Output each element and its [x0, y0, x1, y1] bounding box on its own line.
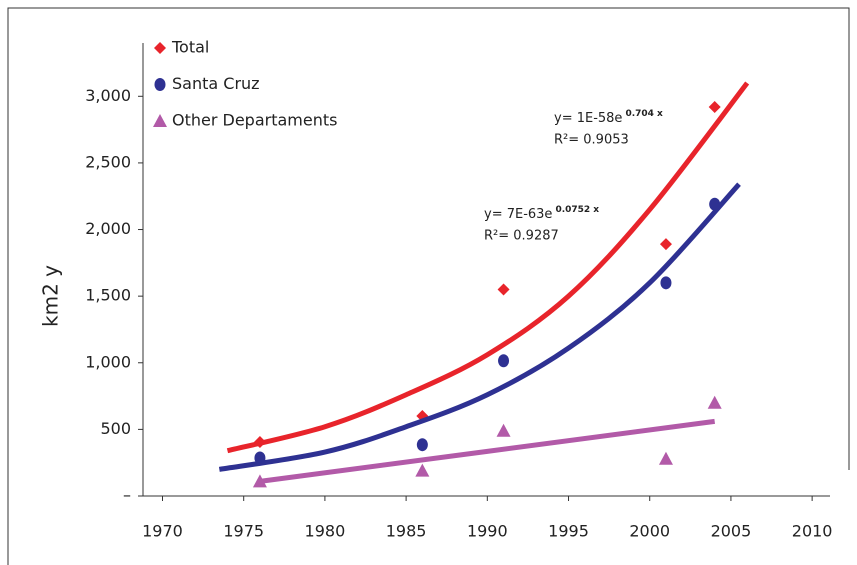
x-tick-label: 1975	[223, 522, 264, 541]
marker-triangle	[153, 114, 167, 127]
equation: y= 1E-58e 0.704 x	[554, 109, 663, 126]
marker-circle	[709, 197, 721, 211]
r-squared: R²= 0.9053	[554, 133, 629, 148]
marker-diamond	[659, 238, 672, 251]
trend-line	[259, 418, 716, 484]
marker-circle	[498, 354, 510, 368]
marker-circle	[660, 276, 672, 290]
equation-exponent: 0.704 x	[625, 109, 663, 119]
legend-label: Santa Cruz	[172, 74, 260, 93]
r-squared: R²= 0.9287	[484, 229, 559, 244]
x-tick-label: 2010	[792, 522, 833, 541]
marker-circle	[254, 451, 266, 465]
y-tick-label: 3,000	[85, 86, 131, 105]
frame	[7, 7, 850, 565]
marker-triangle	[252, 474, 267, 488]
x-tick-label: 1995	[548, 522, 589, 541]
x-tick-label: 1985	[386, 522, 427, 541]
y-tick-label: 1,000	[85, 352, 131, 371]
y-tick-label: –	[123, 486, 131, 505]
equation-text: y= 7E-63e	[484, 207, 552, 222]
legend-label: Other Departaments	[172, 111, 337, 130]
marker-diamond	[253, 436, 266, 449]
y-tick-label: 2,000	[85, 219, 131, 238]
marker-diamond	[708, 100, 721, 113]
trend-line	[218, 182, 741, 472]
y-axis-label: km2 y	[39, 265, 63, 327]
marker-triangle	[496, 423, 511, 437]
equation-text: y= 1E-58e	[554, 111, 622, 126]
x-tick-label: 2005	[711, 522, 752, 541]
marker-diamond	[497, 283, 510, 296]
marker-circle	[416, 438, 428, 452]
x-tick-label: 1970	[142, 522, 183, 541]
marker-triangle	[415, 463, 430, 477]
marker-diamond	[154, 42, 166, 54]
y-tick-label: 500	[100, 419, 131, 438]
x-tick-label: 2000	[629, 522, 670, 541]
x-tick-label: 1990	[467, 522, 508, 541]
equation-exponent: 0.0752 x	[555, 205, 599, 215]
equation: y= 7E-63e 0.0752 x	[484, 205, 599, 222]
trend-line	[226, 81, 750, 454]
y-tick-label: 1,500	[85, 286, 131, 305]
x-tick-label: 1980	[305, 522, 346, 541]
marker-triangle	[707, 395, 722, 409]
marker-triangle	[658, 451, 673, 465]
y-tick-label: 2,500	[85, 152, 131, 171]
legend-label: Total	[171, 38, 209, 57]
marker-circle	[154, 78, 166, 91]
